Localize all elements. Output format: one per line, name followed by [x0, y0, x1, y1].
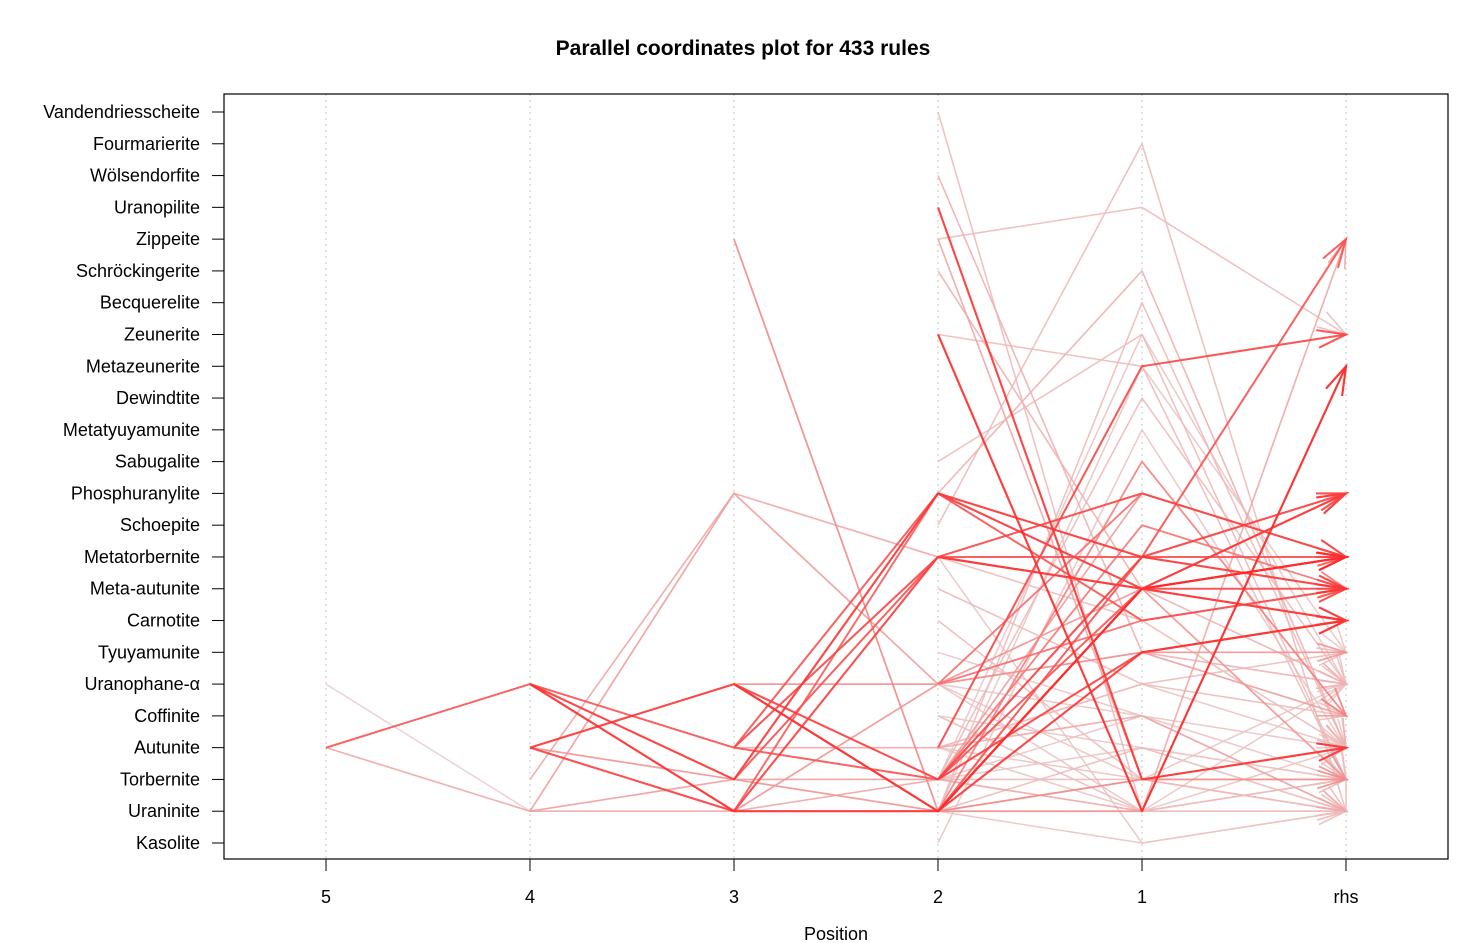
y-tick-label: Phosphuranylite: [71, 483, 200, 503]
rule-arrowhead: [1316, 551, 1350, 572]
x-tick-label: 3: [729, 887, 739, 907]
y-tick-label: Metazeunerite: [86, 356, 200, 376]
y-tick-label: Tyuyamunite: [98, 642, 200, 662]
rule-line: [937, 333, 1347, 749]
y-tick-label: Dewindtite: [116, 388, 200, 408]
y-tick-label: Wölsendorfite: [90, 166, 200, 186]
chart-title: Parallel coordinates plot for 433 rules: [556, 37, 931, 60]
y-tick-label: Metatorbernite: [84, 547, 200, 567]
rule-line: [325, 683, 531, 812]
y-tick-label: Becquerelite: [100, 293, 200, 313]
rule-arrowhead: [1317, 769, 1349, 790]
rule-line: [937, 810, 1347, 844]
y-axis: Vandendriesscheite Fourmarierite Wölsendor…: [43, 102, 224, 853]
y-tick-label: Uraninite: [128, 801, 200, 821]
y-tick-label: Torbernite: [120, 769, 200, 789]
x-tick-label: 2: [933, 887, 943, 907]
rule-line: [529, 492, 1347, 781]
y-tick-label: Sabugalite: [115, 452, 200, 472]
rule-lines: [325, 111, 1350, 844]
rule-arrowhead: [1317, 642, 1349, 662]
x-tick-label: rhs: [1333, 887, 1358, 907]
y-tick-label: Schröckingerite: [76, 261, 200, 281]
rule-arrowhead: [1316, 663, 1349, 686]
y-tick-label: Zeunerite: [124, 324, 200, 344]
rule-arrowhead: [1322, 236, 1348, 269]
y-tick-label: Metatyuyamunite: [63, 420, 200, 440]
rule-arrowhead: [1316, 742, 1350, 762]
grid-lines: [325, 94, 1347, 859]
x-tick-label: 4: [525, 887, 535, 907]
rule-line: [937, 206, 1347, 781]
x-tick-label: 1: [1137, 887, 1147, 907]
y-tick-label: Schoepite: [120, 515, 200, 535]
y-tick-label: Uranophane-α: [85, 674, 200, 694]
rule-arrowhead: [1316, 491, 1350, 515]
rule-line: [937, 206, 1347, 336]
x-axis: 5 4 3 2 1 rhs: [321, 859, 1359, 907]
rule-arrowhead: [1316, 615, 1350, 635]
rule-line: [733, 492, 1347, 781]
rule-line: [529, 555, 1347, 813]
rule-line: [733, 238, 1346, 813]
y-tick-label: Kasolite: [136, 833, 200, 853]
rule-line: [937, 334, 1347, 813]
y-tick-label: Zippeite: [136, 229, 200, 249]
rule-arrowhead: [1320, 687, 1348, 719]
rule-arrowhead: [1316, 790, 1349, 813]
y-tick-label: Carnotite: [127, 611, 200, 631]
rule-arrowhead: [1325, 362, 1348, 397]
x-axis-label: Position: [804, 924, 868, 943]
y-tick-label: Vandendriesscheite: [43, 102, 200, 122]
rule-arrowhead: [1316, 574, 1350, 595]
plot-frame: [223, 93, 1449, 860]
y-tick-label: Meta-autunite: [90, 579, 200, 599]
y-tick-label: Fourmarierite: [93, 134, 200, 154]
x-tick-label: 5: [321, 887, 331, 907]
rule-arrowhead: [1316, 329, 1350, 349]
y-tick-label: Autunite: [134, 738, 200, 758]
y-tick-label: Uranopilite: [114, 197, 200, 217]
y-tick-label: Coffinite: [134, 706, 200, 726]
